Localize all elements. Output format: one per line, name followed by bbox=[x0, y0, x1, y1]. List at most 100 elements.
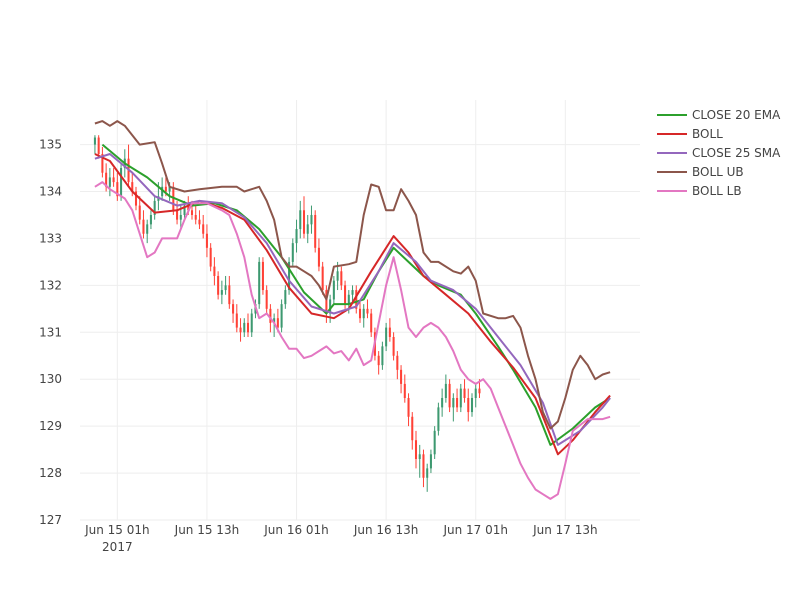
candle-body bbox=[108, 177, 111, 187]
candle-body bbox=[351, 290, 354, 295]
indicator-lines bbox=[94, 120, 611, 500]
candle bbox=[332, 275, 335, 305]
y-tick-label: 132 bbox=[39, 278, 62, 292]
candle-body bbox=[198, 219, 201, 225]
candle bbox=[220, 280, 223, 305]
candle-body bbox=[265, 290, 268, 309]
y-tick-label: 130 bbox=[39, 372, 62, 386]
candle bbox=[470, 393, 474, 417]
candle-body bbox=[217, 275, 220, 295]
candle-body bbox=[355, 290, 358, 309]
candle bbox=[403, 374, 406, 403]
legend-item-close-25-sma[interactable]: CLOSE 25 SMA bbox=[657, 146, 781, 160]
candle-body bbox=[161, 186, 164, 197]
candle bbox=[414, 430, 418, 469]
candle-body bbox=[332, 280, 335, 300]
candle bbox=[243, 318, 246, 337]
candle-body bbox=[280, 304, 283, 328]
candle-body bbox=[396, 355, 399, 370]
candle bbox=[116, 172, 119, 201]
candle-body bbox=[213, 266, 216, 276]
candle bbox=[228, 275, 231, 309]
candle bbox=[381, 341, 384, 370]
candle-body bbox=[183, 205, 186, 215]
candle-body bbox=[377, 355, 380, 366]
candle-body bbox=[474, 388, 477, 398]
candle-body bbox=[205, 233, 208, 248]
series-line-close-20-ema bbox=[101, 143, 611, 446]
candle bbox=[138, 196, 141, 225]
candle-body bbox=[138, 205, 141, 220]
candle bbox=[418, 444, 421, 478]
candle bbox=[209, 243, 212, 272]
legend-item-close-20-ema[interactable]: CLOSE 20 EMA bbox=[657, 108, 781, 122]
candle bbox=[362, 304, 365, 328]
candle-body bbox=[142, 219, 145, 234]
candle bbox=[146, 219, 149, 244]
candle-body bbox=[302, 210, 306, 234]
candle-body bbox=[392, 336, 395, 356]
candle-body bbox=[176, 210, 179, 220]
candle-body bbox=[306, 224, 309, 234]
candle-body bbox=[187, 205, 190, 211]
candle-body bbox=[299, 210, 302, 230]
candle bbox=[452, 393, 455, 422]
candle-body bbox=[317, 247, 320, 267]
candle-body bbox=[459, 388, 462, 408]
candle-body bbox=[276, 318, 279, 328]
y-tick-label: 131 bbox=[39, 325, 62, 339]
y-tick-label: 129 bbox=[39, 419, 62, 433]
candle bbox=[239, 318, 242, 342]
candle bbox=[224, 275, 227, 295]
candle bbox=[366, 299, 369, 319]
candle-body bbox=[250, 313, 253, 333]
legend[interactable]: CLOSE 20 EMA BOLL CLOSE 25 SMA BOLL UB BOLL … bbox=[657, 108, 781, 198]
legend-item-boll-lb[interactable]: BOLL LB bbox=[657, 184, 742, 198]
candle-body bbox=[441, 397, 444, 408]
candle bbox=[120, 163, 123, 201]
candle bbox=[284, 285, 287, 309]
series-line-boll-lb bbox=[94, 181, 611, 500]
candle-body bbox=[329, 299, 332, 314]
candle-body bbox=[131, 182, 134, 192]
candle-body bbox=[228, 285, 231, 305]
candle bbox=[194, 205, 197, 225]
candle bbox=[400, 365, 403, 394]
candle-body bbox=[295, 229, 298, 244]
candle-body bbox=[269, 308, 272, 323]
candle bbox=[467, 388, 470, 422]
candle-body bbox=[463, 388, 466, 398]
candle-body bbox=[164, 186, 167, 192]
candle-body bbox=[366, 308, 369, 314]
candle-body bbox=[411, 416, 414, 441]
candle-body bbox=[478, 388, 481, 394]
legend-item-boll-ub[interactable]: BOLL UB bbox=[657, 165, 744, 179]
candle-body bbox=[344, 285, 347, 305]
candle-body bbox=[97, 137, 100, 154]
candle bbox=[358, 299, 362, 323]
legend-label: CLOSE 20 EMA bbox=[692, 108, 781, 122]
candle-body bbox=[470, 397, 474, 413]
candle-body bbox=[134, 191, 138, 206]
candle-body bbox=[288, 261, 291, 291]
x-tick-label: Jun 17 13h bbox=[532, 523, 598, 537]
candle-body bbox=[224, 285, 227, 291]
candle-body bbox=[362, 308, 365, 319]
candle bbox=[437, 402, 440, 436]
candle bbox=[385, 322, 388, 352]
candle bbox=[261, 257, 264, 295]
candle bbox=[142, 210, 145, 239]
candle-body bbox=[321, 266, 324, 291]
legend-item-boll[interactable]: BOLL bbox=[657, 127, 723, 141]
candle-body bbox=[429, 454, 432, 469]
series-line-boll-ub bbox=[94, 120, 611, 430]
candle-body bbox=[261, 261, 264, 291]
candle bbox=[310, 205, 313, 234]
candle bbox=[392, 332, 395, 361]
candle bbox=[235, 304, 238, 333]
y-tick-label: 134 bbox=[39, 185, 62, 199]
candle bbox=[314, 210, 317, 253]
candle bbox=[112, 168, 115, 187]
